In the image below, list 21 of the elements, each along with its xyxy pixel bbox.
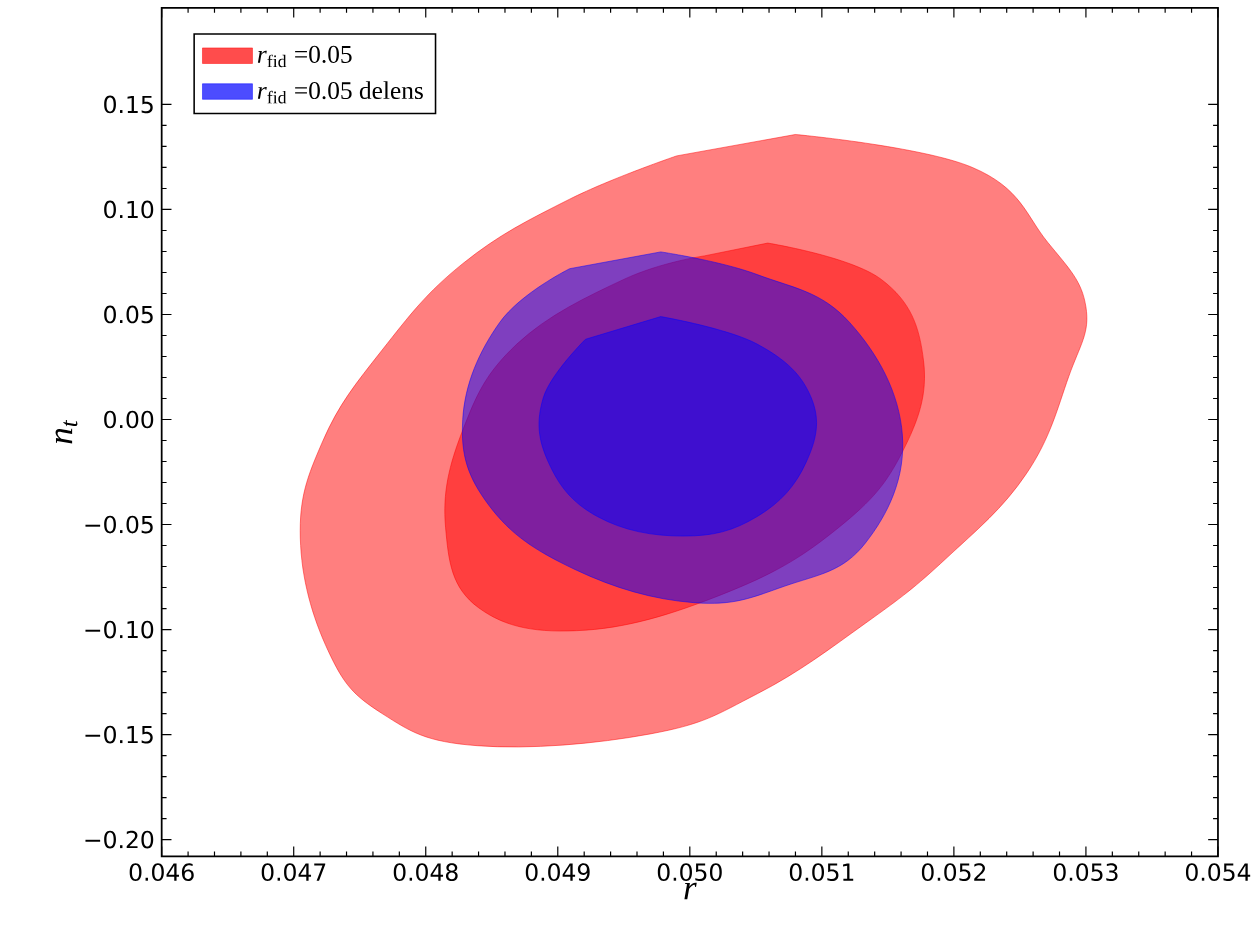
- x-tick-label: 0.052: [921, 863, 986, 882]
- y-tick-label: 0.05: [104, 305, 153, 324]
- y-axis-title: n$_{t}$: [55, 419, 78, 444]
- legend-label: r$_{fid}$ =0.05 delens: [257, 81, 423, 104]
- x-tick-label: 0.048: [393, 863, 458, 882]
- x-tick-label: 0.051: [789, 863, 854, 882]
- y-tick-label: 0.15: [104, 95, 153, 114]
- x-tick-label: 0.047: [261, 863, 326, 882]
- x-tick-label: 0.049: [525, 863, 590, 882]
- x-tick-label: 0.050: [657, 863, 722, 882]
- y-tick-label: −0.10: [85, 620, 154, 639]
- y-tick-label: −0.15: [85, 725, 153, 744]
- y-tick-label: −0.05: [85, 515, 153, 534]
- y-tick-label: 0.10: [104, 200, 154, 219]
- x-tick-label: 0.054: [1185, 863, 1251, 882]
- legend-label: r$_{fid}$ =0.05: [257, 45, 352, 68]
- x-axis-title: r: [684, 882, 697, 900]
- x-tick-label: 0.053: [1053, 863, 1118, 882]
- x-tick-label: 0.046: [129, 863, 194, 882]
- y-tick-label: 0.00: [104, 410, 154, 429]
- y-tick-label: −0.20: [85, 830, 154, 849]
